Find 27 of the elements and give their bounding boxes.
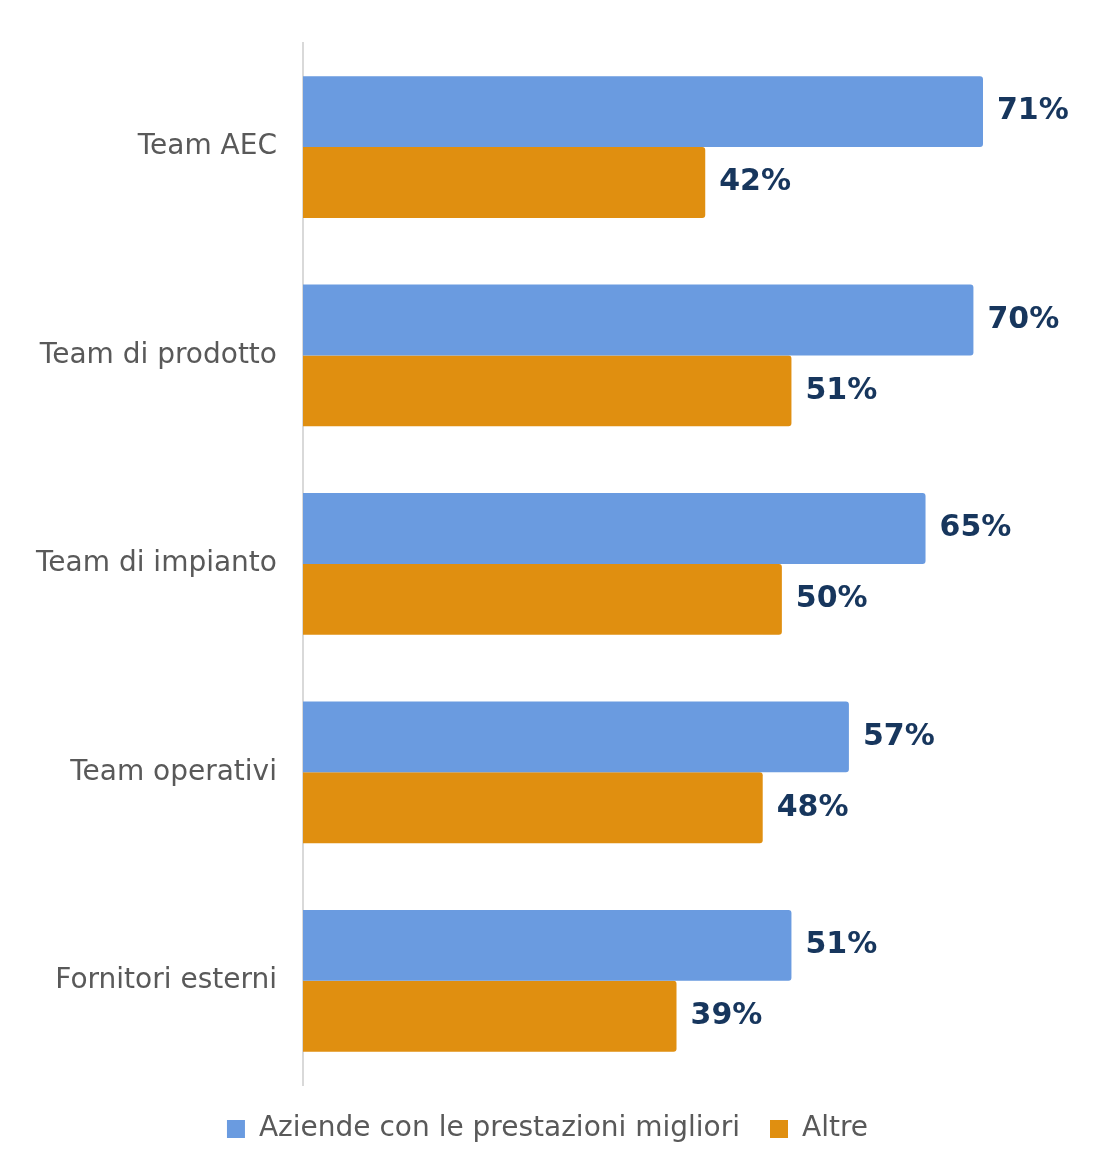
y-tick-label: Team di prodotto [38,336,277,370]
bar [302,493,926,564]
data-label: 65% [939,508,1012,544]
bar [302,980,677,1052]
data-label: 51% [805,925,878,961]
data-label: 71% [997,91,1069,127]
bar [302,772,763,844]
data-label: 42% [719,162,792,198]
bar [302,284,974,356]
data-label: 51% [805,370,878,406]
data-label: 57% [862,716,935,752]
y-tick-label: Fornitori esterni [55,962,277,996]
data-label: 70% [987,299,1060,335]
legend-label: Altre [802,1110,869,1144]
data-label: 39% [690,996,763,1032]
data-label: 48% [776,787,849,823]
data-label: 50% [795,579,868,615]
bar [302,355,792,427]
y-tick-label: Team operativi [69,753,277,787]
legend-label: Aziende con le prestazioni migliori [258,1110,741,1144]
y-tick-label: Team AEC [136,128,277,162]
bar [302,563,782,635]
bar [302,147,706,218]
bar [302,701,849,773]
y-tick-label: Team di impianto [35,545,277,579]
bar [302,76,983,148]
bar [302,909,792,981]
